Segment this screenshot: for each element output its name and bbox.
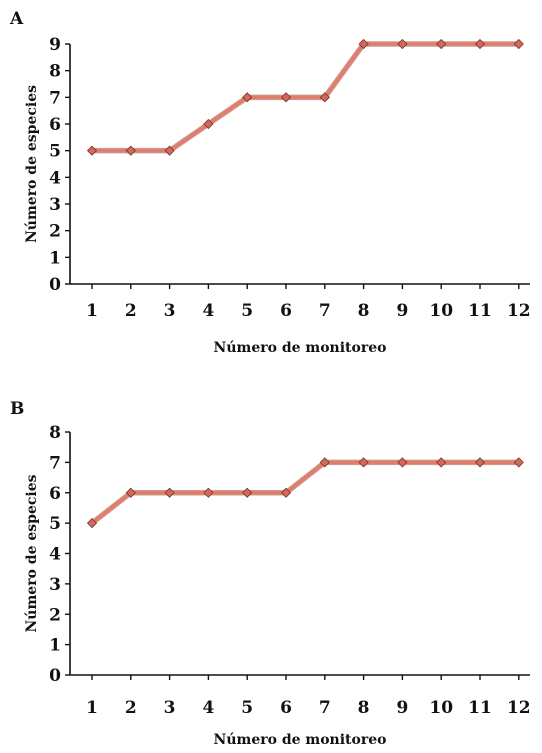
data-point-marker — [164, 145, 175, 156]
x-tick-label: 12 — [507, 698, 531, 718]
data-point-marker — [86, 518, 98, 529]
data-point-marker — [436, 38, 447, 50]
x-tick-label: 10 — [429, 301, 453, 321]
x-tick-label: 4 — [202, 698, 214, 718]
x-tick-label: 9 — [396, 698, 408, 718]
panel-label: B — [10, 399, 24, 419]
x-axis-title: Número de monitoreo — [214, 340, 387, 356]
data-point-marker — [203, 487, 214, 498]
x-tick-label: 4 — [202, 301, 214, 321]
y-tick-label: 4 — [49, 545, 61, 565]
data-point-marker — [474, 457, 486, 468]
data-point-marker — [280, 92, 292, 103]
x-tick-label: 11 — [468, 301, 492, 321]
x-tick-label: 2 — [125, 301, 137, 321]
y-tick-label: 6 — [49, 115, 61, 135]
x-tick-label: 9 — [396, 301, 408, 321]
x-axis-title: Número de monitoreo — [214, 732, 387, 748]
x-tick-label: 3 — [164, 301, 176, 321]
y-tick-label: 9 — [49, 35, 61, 55]
y-tick-label: 3 — [49, 575, 61, 595]
y-tick-label: 2 — [49, 605, 61, 625]
x-tick-label: 3 — [164, 698, 176, 718]
x-tick-label: 11 — [468, 698, 492, 718]
data-point-marker — [242, 92, 253, 103]
x-tick-label: 8 — [358, 301, 370, 321]
data-point-marker — [280, 487, 292, 498]
data-point-marker — [513, 457, 524, 468]
y-tick-label: 2 — [49, 222, 61, 242]
y-tick-label: 4 — [49, 168, 61, 188]
data-point-marker — [242, 487, 253, 498]
x-tick-label: 1 — [86, 698, 98, 718]
y-tick-label: 5 — [49, 142, 61, 162]
x-tick-label: 5 — [241, 698, 253, 718]
data-point-marker — [164, 487, 175, 498]
data-point-marker — [125, 487, 136, 498]
data-point-marker — [125, 145, 136, 156]
data-point-marker — [86, 145, 98, 156]
y-tick-label: 7 — [49, 453, 61, 473]
x-tick-label: 1 — [86, 301, 98, 321]
y-tick-label: 1 — [49, 636, 61, 656]
series-line — [90, 460, 521, 525]
x-tick-label: 2 — [125, 698, 137, 718]
data-point-marker — [358, 457, 369, 468]
x-tick-label: 7 — [319, 301, 331, 321]
y-tick-label: 7 — [49, 88, 61, 108]
data-point-marker — [513, 38, 524, 50]
y-tick-label: 8 — [49, 62, 61, 82]
data-point-marker — [319, 457, 330, 468]
data-point-marker — [319, 92, 330, 103]
y-tick-label: 6 — [49, 484, 61, 504]
series-line — [90, 42, 521, 153]
data-point-marker — [397, 457, 408, 468]
data-point-marker — [358, 38, 369, 50]
y-tick-label: 8 — [49, 423, 61, 443]
y-tick-label: 0 — [49, 666, 61, 686]
y-axis-title: Número de especies — [24, 85, 40, 243]
y-axis-title: Número de especies — [24, 474, 40, 632]
x-tick-label: 7 — [319, 698, 331, 718]
x-tick-label: 8 — [358, 698, 370, 718]
x-tick-label: 12 — [507, 301, 531, 321]
data-point-marker — [397, 38, 408, 50]
y-tick-label: 1 — [49, 248, 61, 268]
x-tick-label: 10 — [429, 698, 453, 718]
panel-label: A — [9, 9, 24, 29]
data-point-marker — [203, 118, 214, 130]
y-tick-label: 0 — [49, 275, 61, 295]
data-point-marker — [436, 457, 447, 468]
x-tick-label: 6 — [280, 698, 292, 718]
y-tick-label: 3 — [49, 195, 61, 215]
x-tick-label: 6 — [280, 301, 292, 321]
data-point-marker — [474, 38, 486, 50]
x-tick-label: 5 — [241, 301, 253, 321]
y-tick-label: 5 — [49, 514, 61, 534]
